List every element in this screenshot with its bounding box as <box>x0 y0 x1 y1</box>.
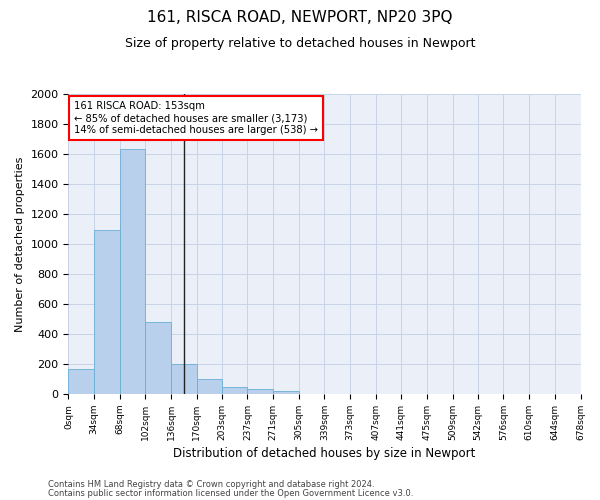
Bar <box>120 150 145 394</box>
Bar <box>94 230 120 394</box>
Bar <box>247 390 273 394</box>
Bar <box>68 369 94 394</box>
Bar <box>145 322 171 394</box>
Bar <box>197 379 222 394</box>
Text: Contains public sector information licensed under the Open Government Licence v3: Contains public sector information licen… <box>48 489 413 498</box>
Y-axis label: Number of detached properties: Number of detached properties <box>15 156 25 332</box>
X-axis label: Distribution of detached houses by size in Newport: Distribution of detached houses by size … <box>173 447 476 460</box>
Text: 161, RISCA ROAD, NEWPORT, NP20 3PQ: 161, RISCA ROAD, NEWPORT, NP20 3PQ <box>147 10 453 25</box>
Text: Size of property relative to detached houses in Newport: Size of property relative to detached ho… <box>125 38 475 51</box>
Bar <box>222 387 247 394</box>
Text: Contains HM Land Registry data © Crown copyright and database right 2024.: Contains HM Land Registry data © Crown c… <box>48 480 374 489</box>
Bar <box>273 391 299 394</box>
Text: 161 RISCA ROAD: 153sqm
← 85% of detached houses are smaller (3,173)
14% of semi-: 161 RISCA ROAD: 153sqm ← 85% of detached… <box>74 102 317 134</box>
Bar <box>171 364 197 394</box>
